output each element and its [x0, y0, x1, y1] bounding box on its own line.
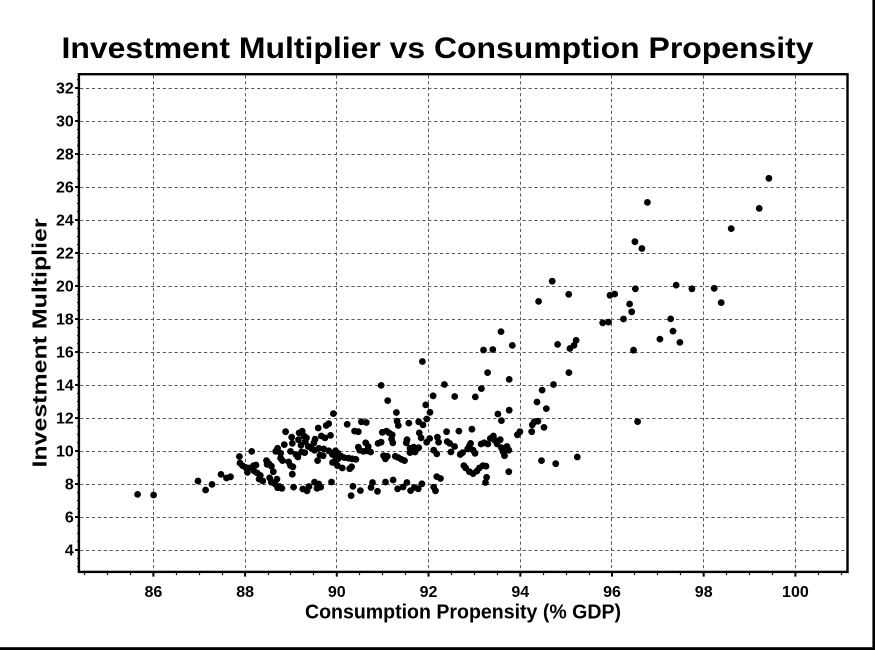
svg-text:22: 22 [56, 246, 74, 263]
svg-text:28: 28 [56, 147, 74, 164]
svg-text:88: 88 [236, 584, 254, 601]
svg-text:Consumption Propensity (% GDP): Consumption Propensity (% GDP) [305, 601, 621, 623]
svg-text:98: 98 [695, 584, 713, 601]
svg-text:94: 94 [511, 584, 529, 601]
svg-text:18: 18 [56, 312, 74, 329]
svg-text:Investment Multiplier: Investment Multiplier [30, 218, 52, 467]
svg-text:6: 6 [65, 510, 74, 527]
svg-text:86: 86 [145, 584, 163, 601]
svg-text:12: 12 [56, 411, 74, 428]
svg-text:92: 92 [420, 584, 438, 601]
svg-text:26: 26 [56, 180, 74, 197]
svg-text:32: 32 [56, 81, 74, 98]
svg-text:90: 90 [328, 584, 346, 601]
svg-text:30: 30 [56, 114, 74, 131]
svg-text:16: 16 [56, 345, 74, 362]
svg-text:10: 10 [56, 444, 74, 461]
svg-text:24: 24 [56, 213, 74, 230]
svg-text:20: 20 [56, 279, 74, 296]
svg-text:100: 100 [782, 584, 809, 601]
svg-text:96: 96 [603, 584, 621, 601]
svg-text:8: 8 [65, 477, 74, 494]
svg-text:4: 4 [65, 543, 74, 560]
svg-text:Investment Multiplier vs Consu: Investment Multiplier vs Consumption Pro… [62, 32, 814, 65]
svg-text:14: 14 [56, 378, 74, 395]
